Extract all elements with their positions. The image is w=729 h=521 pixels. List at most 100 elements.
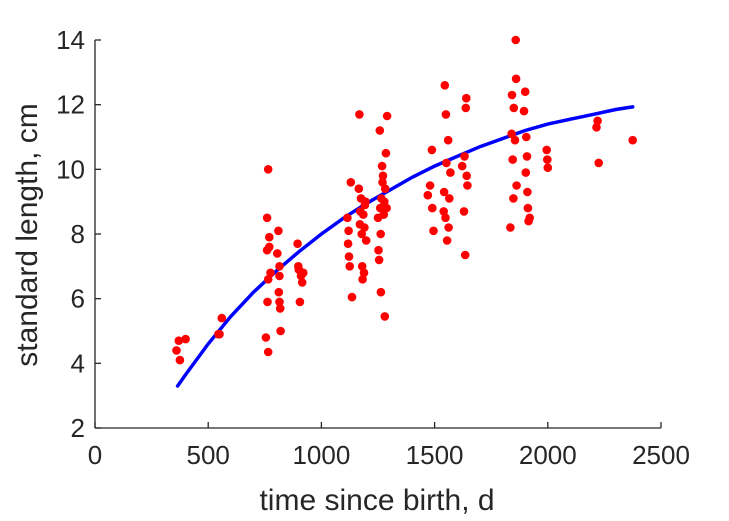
- data-point: [376, 203, 385, 213]
- data-point: [274, 287, 284, 297]
- data-point: [181, 334, 190, 344]
- data-point: [263, 275, 273, 284]
- x-tick-label: 1000: [292, 440, 350, 470]
- data-point: [592, 123, 601, 132]
- data-point: [375, 126, 385, 135]
- data-point: [511, 74, 521, 84]
- data-point: [276, 326, 285, 336]
- data-point: [174, 336, 184, 346]
- x-tick-label: 0: [88, 440, 102, 470]
- data-point: [275, 297, 284, 307]
- y-tick-label: 8: [71, 219, 85, 249]
- data-point: [462, 93, 471, 103]
- data-point: [345, 262, 355, 271]
- data-point: [457, 161, 467, 171]
- y-tick-label: 4: [71, 348, 85, 378]
- axes: [94, 39, 662, 429]
- data-point: [359, 268, 369, 278]
- data-point: [344, 226, 353, 236]
- data-point: [525, 213, 534, 223]
- data-point: [274, 226, 283, 236]
- x-tick-label: 2000: [519, 440, 577, 470]
- data-point: [263, 165, 273, 174]
- tick-labels-layer: 0 500 1000 1500 2000 2500 2 4 6 8 10 12 14: [56, 25, 690, 470]
- data-point: [429, 226, 438, 236]
- data-point: [507, 129, 516, 139]
- data-point: [275, 271, 284, 281]
- data-point: [172, 346, 181, 355]
- data-point: [523, 187, 532, 197]
- y-tick-label: 12: [56, 90, 85, 120]
- data-point: [508, 155, 517, 164]
- data-point: [343, 239, 353, 248]
- data-point: [519, 106, 529, 116]
- data-point: [378, 171, 388, 181]
- data-point: [509, 103, 519, 113]
- data-point: [377, 161, 387, 171]
- data-point: [360, 223, 369, 232]
- data-point: [460, 250, 470, 260]
- data-point: [382, 111, 392, 121]
- data-point: [593, 116, 602, 126]
- data-point: [376, 287, 386, 297]
- data-point: [594, 158, 603, 168]
- data-point: [463, 181, 472, 190]
- data-point: [297, 278, 307, 287]
- data-point: [262, 213, 272, 223]
- data-point: [263, 347, 273, 357]
- data-point: [543, 155, 552, 164]
- data-point: [428, 203, 437, 213]
- data-point: [460, 152, 469, 161]
- data-point: [346, 178, 356, 187]
- data-point: [376, 229, 386, 239]
- data-point: [354, 184, 364, 193]
- y-tick-label: 10: [56, 154, 85, 184]
- y-tick-label: 6: [71, 284, 85, 314]
- data-point: [510, 135, 520, 145]
- y-axis-title: standard length, cm: [11, 103, 44, 366]
- data-point: [521, 168, 531, 177]
- data-point: [175, 355, 185, 365]
- data-point: [441, 110, 451, 119]
- data-point: [275, 262, 284, 271]
- data-point: [443, 135, 453, 145]
- x-tick-label: 2500: [632, 440, 690, 470]
- data-point: [442, 158, 451, 168]
- data-point: [358, 275, 367, 284]
- data-point: [261, 333, 271, 342]
- data-point: [506, 223, 515, 232]
- data-point: [522, 132, 531, 142]
- x-tick-label: 500: [187, 440, 230, 470]
- x-axis-title: time since birth, d: [259, 484, 494, 517]
- fit-curve: [175, 105, 635, 388]
- data-point: [374, 245, 383, 255]
- data-point: [512, 181, 521, 190]
- data-point: [295, 297, 305, 307]
- y-tick-label: 2: [71, 413, 85, 443]
- data-point: [445, 194, 454, 203]
- data-point: [444, 223, 453, 232]
- data-point: [215, 329, 224, 339]
- data-point: [441, 213, 450, 223]
- data-point: [380, 312, 390, 321]
- data-point: [381, 148, 391, 158]
- data-point: [520, 87, 530, 96]
- data-point: [523, 203, 533, 213]
- data-point: [359, 210, 368, 219]
- data-point: [217, 313, 227, 323]
- data-point: [382, 203, 391, 213]
- data-point: [266, 268, 275, 278]
- data-point: [459, 207, 469, 216]
- data-point: [379, 210, 389, 219]
- data-point: [355, 110, 364, 119]
- data-point: [361, 236, 371, 245]
- x-tick-label: 1500: [406, 440, 464, 470]
- data-point: [361, 197, 370, 206]
- data-point: [374, 255, 384, 265]
- data-point: [343, 213, 352, 223]
- data-point: [509, 194, 518, 203]
- data-point: [427, 145, 437, 155]
- data-point: [299, 268, 308, 278]
- data-point: [462, 171, 472, 181]
